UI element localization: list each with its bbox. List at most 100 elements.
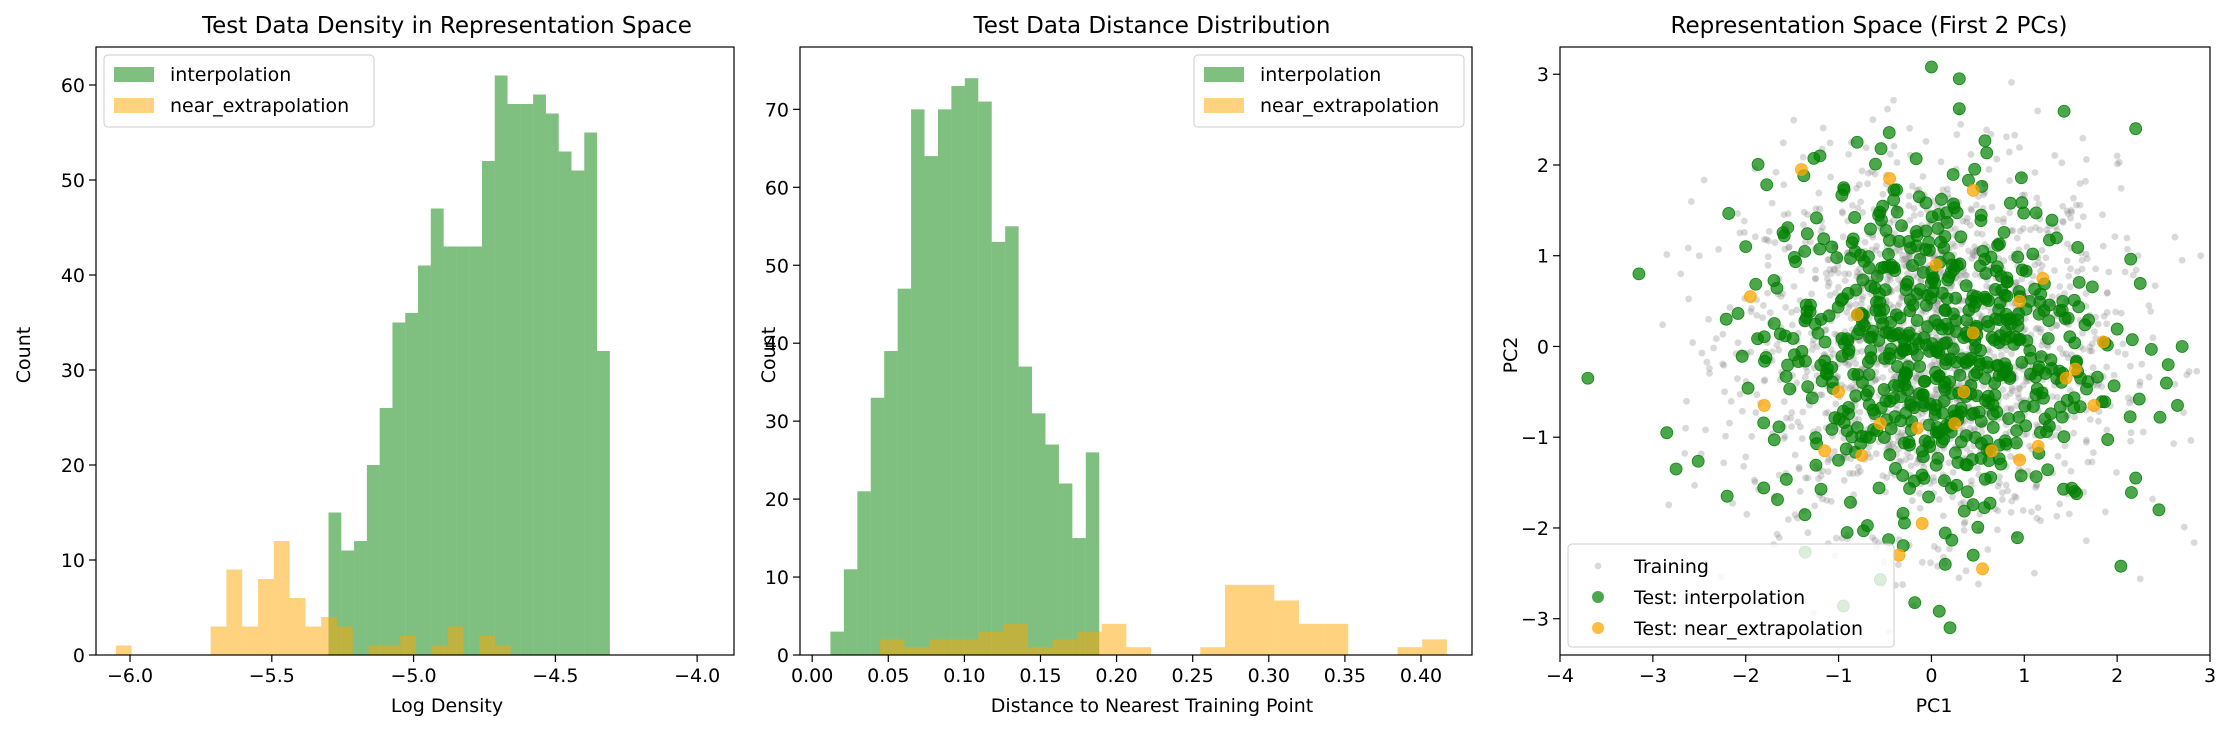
legend-frame <box>1193 54 1465 128</box>
scatter-point <box>1793 306 1801 314</box>
y-tick-label: 50 <box>61 170 85 192</box>
scatter-point <box>1841 270 1849 278</box>
scatter-point <box>1943 621 1957 635</box>
histogram-bar <box>533 94 546 655</box>
x-tick-label: −4 <box>1546 665 1574 687</box>
scatter-point <box>1883 474 1891 481</box>
y-tick-label: −1 <box>1521 427 1549 449</box>
scatter-point <box>1788 409 1796 416</box>
scatter-point <box>1978 134 1992 148</box>
scatter-point <box>2086 416 2094 423</box>
scatter-point <box>1921 320 1934 334</box>
y-tick-label: 10 <box>765 567 789 589</box>
scatter-point <box>2015 196 2029 210</box>
scatter-point <box>1864 330 1878 344</box>
scatter-point <box>2019 264 2033 278</box>
scatter-point <box>1990 353 1998 361</box>
scatter-point <box>1827 497 1835 505</box>
scatter-point <box>2178 256 2186 264</box>
scatter-point <box>1983 496 1997 510</box>
scatter-point <box>1913 459 1921 467</box>
scatter-point <box>2088 340 2096 348</box>
scatter-point <box>2100 312 2108 320</box>
scatter-point <box>2016 227 2024 235</box>
scatter-point <box>2087 399 2101 412</box>
scatter-point <box>1814 358 1828 372</box>
scatter-point <box>1979 267 1993 280</box>
scatter-point <box>1957 272 1965 280</box>
scatter-point <box>2129 271 2137 279</box>
x-tick-label: 0.20 <box>1095 665 1137 687</box>
scatter-point <box>2101 433 2115 446</box>
scatter-point <box>2110 322 2124 336</box>
histogram-bar <box>273 541 290 655</box>
plot-area: 0.00 0.05 0.10 0.15 0.20 0.25 0.30 0.35 0.40 0 10 2… <box>765 46 1473 687</box>
scatter-point <box>1864 180 1871 188</box>
scatter-point <box>1998 489 2006 496</box>
scatter-point <box>1904 270 1911 278</box>
scatter-point <box>1779 139 1787 147</box>
scatter-point <box>2044 407 2058 421</box>
scatter-point <box>1800 227 1814 241</box>
scatter-point <box>1731 307 1745 320</box>
histogram-bar <box>520 104 534 655</box>
scatter-point <box>1903 304 1917 318</box>
scatter-point <box>2007 406 2015 413</box>
scatter-point <box>2014 469 2028 483</box>
histogram-bar <box>366 465 380 655</box>
scatter-point <box>1796 488 1804 495</box>
scatter-point <box>2011 131 2019 139</box>
scatter-point <box>2113 152 2121 160</box>
scatter-point <box>1892 548 1906 562</box>
scatter-point <box>1930 357 1938 365</box>
scatter-point <box>1915 444 1929 458</box>
scatter-point <box>1817 472 1825 479</box>
scatter-point <box>1832 534 1840 542</box>
x-axis-label: Log Density <box>391 695 503 717</box>
scatter-point <box>2160 376 2173 390</box>
pca-scatter-panel: Representation Space (First 2 PCs) −4 −3−… <box>1500 13 2216 717</box>
scatter-point <box>1946 168 1960 181</box>
scatter-point <box>2123 234 2131 242</box>
scatter-point <box>2042 419 2056 433</box>
scatter-point <box>1906 124 1913 132</box>
histogram-bar <box>210 626 227 655</box>
scatter-point <box>2036 272 2050 285</box>
scatter-point <box>1935 286 1949 300</box>
scatter-point <box>2124 245 2131 253</box>
histogram-bar <box>597 351 610 655</box>
scatter-point <box>1949 240 1957 248</box>
scatter-point <box>1809 458 1823 472</box>
scatter-point <box>2063 207 2071 215</box>
scatter-point <box>2088 347 2096 355</box>
scatter-point <box>1767 317 1781 330</box>
scatter-point <box>1830 448 1838 455</box>
scatter-point <box>1852 300 1860 308</box>
legend-label-interpolation: interpolation <box>170 64 291 86</box>
scatter-point <box>2059 371 2073 385</box>
scatter-point <box>2072 276 2086 289</box>
scatter-point <box>1721 388 1728 396</box>
scatter-point <box>2103 320 2111 328</box>
scatter-point <box>2110 371 2118 379</box>
scatter-point <box>1741 381 1755 395</box>
scatter-point <box>2026 247 2040 261</box>
scatter-point <box>2101 508 2109 516</box>
scatter-point <box>1807 238 1814 246</box>
scatter-point <box>2033 514 2041 522</box>
scatter-point <box>1844 495 1857 509</box>
histogram-bar <box>354 541 367 655</box>
scatter-point <box>1866 453 1874 461</box>
scatter-point <box>1827 173 1835 181</box>
scatter-point <box>1869 116 1877 124</box>
scatter-point <box>2079 213 2087 221</box>
y-tick-label: 10 <box>61 550 85 572</box>
scatter-point <box>1982 396 1995 410</box>
scatter-point <box>1788 308 1795 316</box>
scatter-point <box>1839 209 1846 217</box>
scatter-point <box>1757 416 1771 430</box>
scatter-point <box>1858 167 1866 175</box>
scatter-point <box>1898 516 1911 530</box>
scatter-point <box>2033 194 2041 202</box>
scatter-point <box>1930 341 1944 355</box>
